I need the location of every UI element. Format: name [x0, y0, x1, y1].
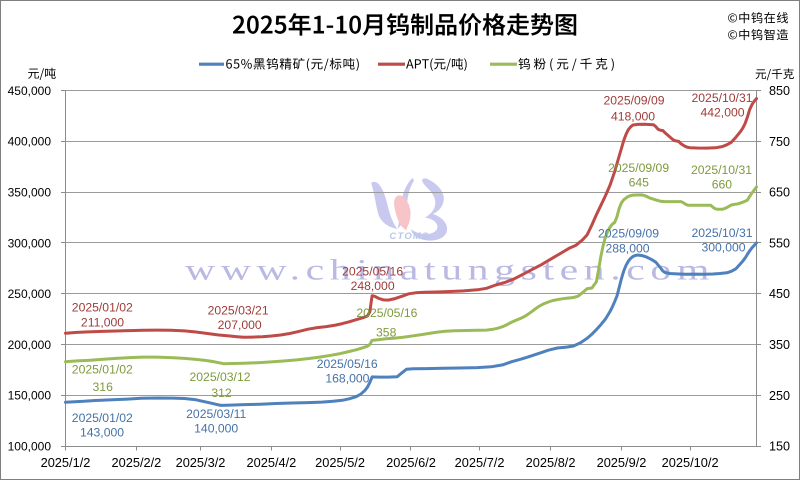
svg-text:140,000: 140,000	[194, 422, 238, 436]
svg-text:2025/3/2: 2025/3/2	[176, 455, 226, 470]
svg-text:2025/10/31: 2025/10/31	[691, 163, 752, 177]
svg-text:2025/09/09: 2025/09/09	[608, 161, 669, 175]
svg-text:400,000: 400,000	[8, 135, 52, 149]
svg-text:358: 358	[376, 325, 397, 339]
svg-text:2025/03/12: 2025/03/12	[190, 370, 251, 384]
svg-text:2025/4/2: 2025/4/2	[246, 455, 296, 470]
svg-text:850: 850	[769, 84, 790, 98]
svg-text:2025/9/2: 2025/9/2	[597, 455, 647, 470]
svg-text:150: 150	[769, 440, 790, 454]
svg-text:2025/03/11: 2025/03/11	[186, 407, 246, 421]
svg-text:207,000: 207,000	[218, 318, 262, 332]
svg-text:250: 250	[769, 389, 790, 403]
svg-text:www.chinatungsten.com: www.chinatungsten.com	[185, 254, 715, 287]
svg-text:248,000: 248,000	[351, 279, 395, 293]
svg-text:450,000: 450,000	[8, 84, 52, 98]
svg-text:150,000: 150,000	[8, 389, 52, 403]
svg-text:CTOMS: CTOMS	[389, 231, 429, 242]
svg-text:2025/09/09: 2025/09/09	[604, 94, 665, 108]
svg-text:250,000: 250,000	[8, 287, 52, 301]
svg-text:2025/10/31: 2025/10/31	[692, 226, 753, 240]
svg-text:442,000: 442,000	[700, 106, 744, 120]
svg-text:2025/1/2: 2025/1/2	[41, 455, 91, 470]
svg-text:660: 660	[712, 178, 733, 192]
svg-text:2025/5/2: 2025/5/2	[315, 455, 365, 470]
svg-text:2025/10/2: 2025/10/2	[662, 455, 719, 470]
svg-text:2025/2/2: 2025/2/2	[111, 455, 161, 470]
svg-text:312: 312	[211, 386, 232, 400]
svg-text:2025/03/21: 2025/03/21	[208, 304, 269, 318]
svg-text:750: 750	[769, 135, 790, 149]
svg-text:143,000: 143,000	[80, 426, 124, 440]
svg-text:2025/6/2: 2025/6/2	[386, 455, 436, 470]
svg-text:288,000: 288,000	[605, 241, 649, 255]
svg-text:2025/09/09: 2025/09/09	[598, 227, 659, 241]
svg-text:100,000: 100,000	[8, 439, 52, 453]
svg-text:645: 645	[629, 176, 650, 190]
svg-text:200,000: 200,000	[8, 338, 52, 352]
svg-text:2025/01/02: 2025/01/02	[72, 411, 133, 425]
svg-text:2025/10/31: 2025/10/31	[692, 91, 753, 105]
svg-text:550: 550	[769, 237, 790, 251]
svg-text:211,000: 211,000	[81, 315, 124, 329]
svg-text:168,000: 168,000	[325, 371, 369, 385]
svg-text:418,000: 418,000	[611, 110, 655, 124]
svg-text:350,000: 350,000	[8, 186, 52, 200]
svg-text:450: 450	[769, 287, 790, 301]
svg-text:2025/01/02: 2025/01/02	[72, 362, 133, 376]
svg-text:316: 316	[93, 380, 114, 394]
svg-text:300,000: 300,000	[701, 240, 745, 254]
svg-text:2025/01/02: 2025/01/02	[72, 301, 133, 315]
svg-text:350: 350	[769, 338, 790, 352]
svg-text:2025/7/2: 2025/7/2	[455, 455, 505, 470]
svg-text:2025/05/16: 2025/05/16	[342, 265, 403, 279]
svg-text:300,000: 300,000	[8, 236, 52, 250]
svg-text:650: 650	[769, 186, 790, 200]
svg-text:2025/8/2: 2025/8/2	[526, 455, 576, 470]
svg-text:2025/05/16: 2025/05/16	[317, 357, 378, 371]
svg-text:2025/05/16: 2025/05/16	[356, 306, 417, 320]
